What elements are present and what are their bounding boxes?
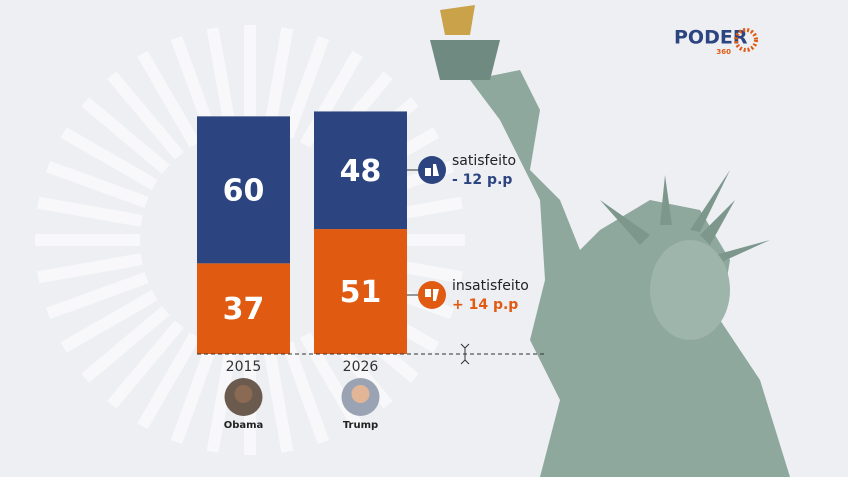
ray xyxy=(206,27,237,133)
ray xyxy=(107,320,184,409)
ray xyxy=(45,271,149,320)
value-label: 51 xyxy=(340,275,382,310)
bar-segment xyxy=(314,229,407,354)
portrait-face xyxy=(234,385,253,403)
ray xyxy=(263,347,294,453)
annotation: - 12 p.p xyxy=(452,172,512,188)
ray xyxy=(60,127,158,191)
ray xyxy=(37,253,143,284)
bar-segment xyxy=(197,263,290,354)
ray xyxy=(281,35,330,139)
legend-icon xyxy=(418,156,446,184)
brand-logo xyxy=(734,28,758,52)
ray xyxy=(81,97,170,174)
ray xyxy=(107,71,184,160)
x-tick-label: 2026 xyxy=(343,359,379,375)
portrait-name: Obama xyxy=(224,420,264,431)
x-tick-label: 2015 xyxy=(226,359,262,375)
portrait-face xyxy=(351,385,370,403)
bar-segment xyxy=(197,116,290,264)
bar-segment xyxy=(314,111,407,230)
thumb-icon xyxy=(425,164,439,176)
brand-sub: 360 xyxy=(716,48,731,56)
ray xyxy=(206,347,237,453)
brand: PODER xyxy=(674,27,748,49)
portrait-name: Trump xyxy=(343,420,378,431)
ray xyxy=(263,27,294,133)
legend-icon xyxy=(418,281,446,309)
legend-label: insatisfeito xyxy=(452,278,529,294)
value-label: 37 xyxy=(223,292,265,327)
ray xyxy=(45,160,149,209)
ray xyxy=(37,196,143,227)
annotation: + 14 p.p xyxy=(452,297,518,313)
statue-illustration xyxy=(430,5,790,477)
ray xyxy=(137,50,201,148)
ray xyxy=(81,306,170,383)
ray xyxy=(137,332,201,430)
ray xyxy=(170,341,219,445)
ray xyxy=(281,341,330,445)
thumb-icon xyxy=(425,289,439,301)
ray xyxy=(60,289,158,353)
value-label: 60 xyxy=(223,173,265,208)
ray xyxy=(299,50,363,148)
value-label: 48 xyxy=(340,154,382,189)
legend-label: satisfeito xyxy=(452,153,516,169)
change-arrow xyxy=(460,343,470,365)
